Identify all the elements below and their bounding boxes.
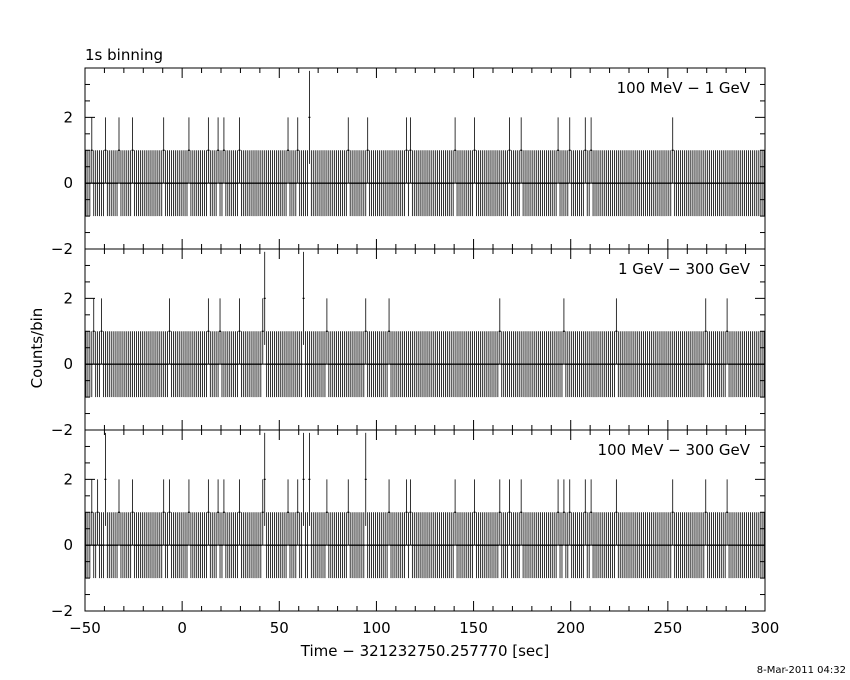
footer-timestamp: 8-Mar-2011 04:32 <box>757 665 846 676</box>
y-axis-label: Counts/bin <box>28 308 46 389</box>
y-tick-label: −2 <box>51 421 73 439</box>
x-tick-label: 250 <box>654 619 683 637</box>
x-tick-labels: −50 0 50 100 150 200 250 300 <box>69 619 779 637</box>
panel-3: −2 0 2 100 MeV − 300 GeV <box>51 429 766 620</box>
x-tick-label: 100 <box>362 619 391 637</box>
panel-2: −2 0 2 1 GeV − 300 GeV <box>51 248 766 439</box>
x-tick-label: 50 <box>270 619 289 637</box>
y-tick-label: 2 <box>63 108 73 126</box>
panel-label: 100 MeV − 1 GeV <box>617 79 751 97</box>
panel-label: 1 GeV − 300 GeV <box>618 260 751 278</box>
y-tick-label: 2 <box>63 289 73 307</box>
y-tick-label: −2 <box>51 240 73 258</box>
y-tick-label: −2 <box>51 602 73 620</box>
panel-frame <box>84 429 766 612</box>
y-tick-label: 2 <box>63 470 73 488</box>
x-axis-label: Time − 321232750.257770 [sec] <box>300 642 550 660</box>
x-tick-label: 150 <box>459 619 488 637</box>
panel-1: −2 0 2 100 MeV − 1 GeV <box>51 67 766 258</box>
x-tick-label: 0 <box>177 619 187 637</box>
x-tick-label: −50 <box>69 619 101 637</box>
panel-label: 100 MeV − 300 GeV <box>598 441 751 459</box>
x-tick-label: 300 <box>751 619 780 637</box>
y-tick-label: 0 <box>63 536 73 554</box>
y-tick-label: 0 <box>63 355 73 373</box>
chart-title: 1s binning <box>85 46 163 64</box>
x-tick-label: 200 <box>556 619 585 637</box>
y-tick-label: 0 <box>63 174 73 192</box>
